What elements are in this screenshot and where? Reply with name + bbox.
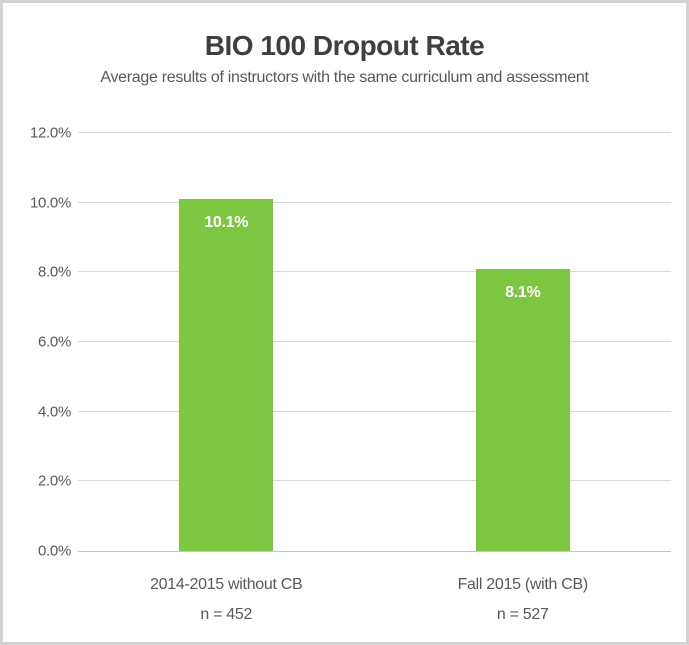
gridline [78, 201, 671, 203]
category-n-label: n = 527 [496, 606, 549, 623]
bar-2: 8.1% [475, 268, 570, 551]
category-n-label: n = 452 [200, 606, 253, 623]
gridline [78, 480, 671, 482]
plot-area: 10.1% 8.1% [78, 132, 671, 552]
category-name: Fall 2015 (with CB) [457, 576, 589, 593]
bar-value-label: 10.1% [204, 214, 249, 232]
y-tick-label: 12.0% [29, 124, 71, 142]
chart-subtitle: Average results of instructors with the … [100, 69, 589, 86]
y-tick-label: 10.0% [29, 194, 71, 212]
gridline [78, 341, 671, 342]
gridline [78, 410, 671, 412]
gridline [78, 271, 671, 273]
bar-1: 10.1% [179, 199, 274, 551]
x-category-label: Fall 2015 (with CB) n = 527 [373, 570, 673, 630]
y-tick-label: 4.0% [38, 403, 71, 421]
y-tick-label: 2.0% [38, 472, 71, 490]
category-name: 2014-2015 without CB [150, 576, 303, 593]
y-tick-label: 6.0% [38, 333, 71, 351]
chart-title: BIO 100 Dropout Rate [204, 30, 485, 61]
bar-value-label: 8.1% [505, 283, 541, 301]
x-category-label: 2014-2015 without CB n = 452 [76, 570, 376, 630]
y-tick-label: 0.0% [38, 542, 71, 560]
y-tick-label: 8.0% [38, 263, 71, 281]
gridline [78, 132, 671, 133]
